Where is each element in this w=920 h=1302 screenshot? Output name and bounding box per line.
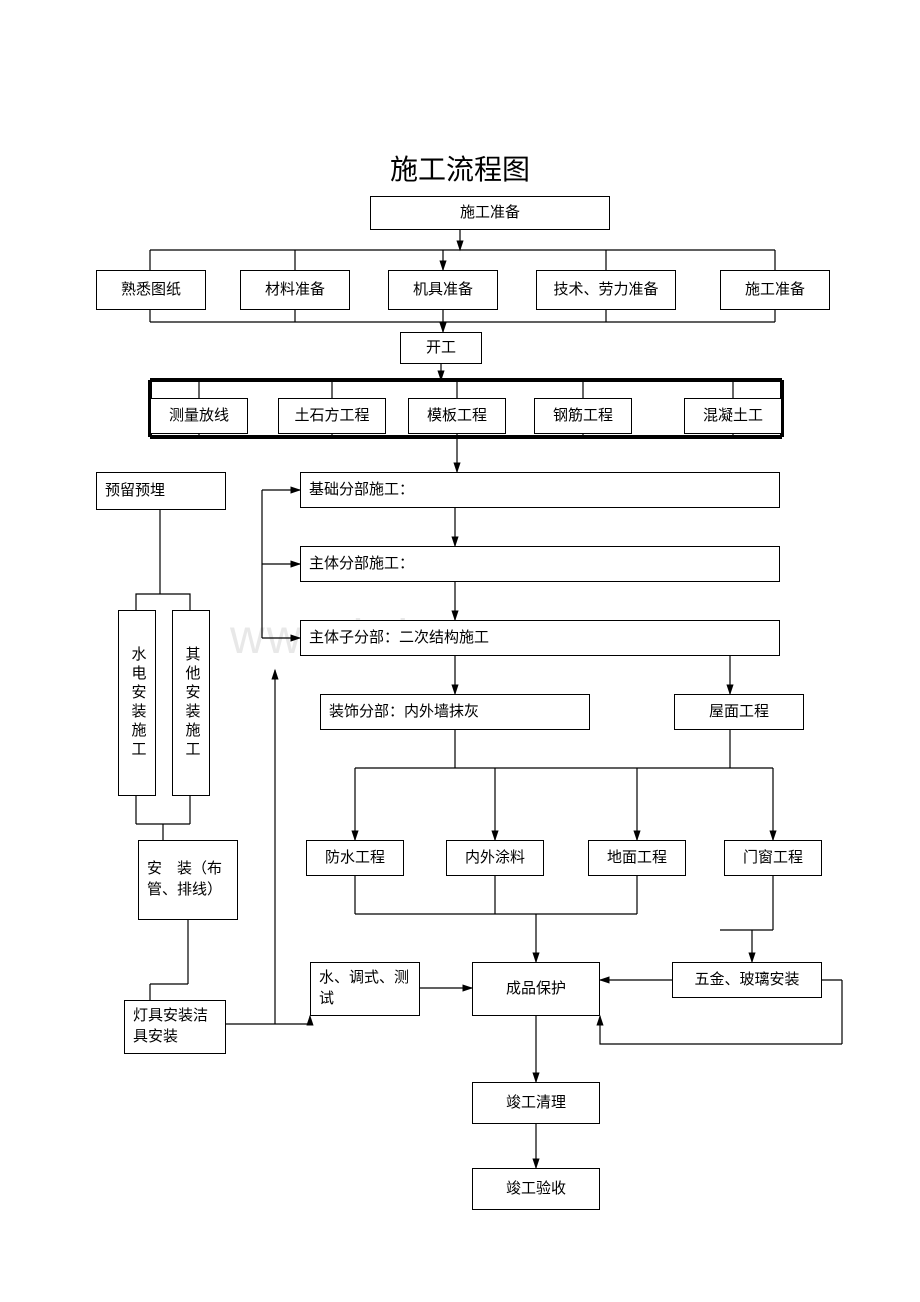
node-survey: 测量放线	[150, 398, 248, 434]
node-install: 安 装（布管、排线）	[138, 840, 238, 920]
node-earth: 土石方工程	[278, 398, 386, 434]
node-mainbody: 主体分部施工：	[300, 546, 780, 582]
node-foundation: 基础分部施工：	[300, 472, 780, 508]
node-rebar: 钢筋工程	[534, 398, 632, 434]
node-drawings: 熟悉图纸	[96, 270, 206, 310]
node-prep: 施工准备	[370, 196, 610, 230]
node-tech: 技术、劳力准备	[536, 270, 676, 310]
node-prep2: 施工准备	[720, 270, 830, 310]
node-concrete: 混凝土工	[684, 398, 782, 434]
flowchart-canvas: www.bdocx.com 施工流程图 施工准备 熟悉图纸 材料准备 机具准备 …	[0, 0, 920, 1302]
diagram-title: 施工流程图	[370, 148, 550, 188]
node-accept: 竣工验收	[472, 1168, 600, 1210]
node-cleanup: 竣工清理	[472, 1082, 600, 1124]
node-secondary: 主体子分部：二次结构施工	[300, 620, 780, 656]
node-plumbing: 水电安装施工	[118, 610, 156, 796]
node-formwork: 模板工程	[408, 398, 506, 434]
node-paint: 内外涂料	[446, 840, 544, 876]
node-decor: 装饰分部：内外墙抹灰	[320, 694, 590, 730]
node-start: 开工	[400, 332, 482, 364]
node-other: 其他安装施工	[172, 610, 210, 796]
node-hardware: 五金、玻璃安装	[672, 962, 822, 998]
node-test: 水、调式、测试	[310, 962, 420, 1016]
node-material: 材料准备	[240, 270, 350, 310]
node-floor: 地面工程	[588, 840, 686, 876]
node-doorwin: 门窗工程	[724, 840, 822, 876]
node-protect: 成品保护	[472, 962, 600, 1016]
node-roof: 屋面工程	[674, 694, 804, 730]
node-lights: 灯具安装洁具安装	[124, 1000, 226, 1054]
node-tools: 机具准备	[388, 270, 498, 310]
node-waterproof: 防水工程	[306, 840, 404, 876]
node-reserve: 预留预埋	[96, 472, 226, 510]
